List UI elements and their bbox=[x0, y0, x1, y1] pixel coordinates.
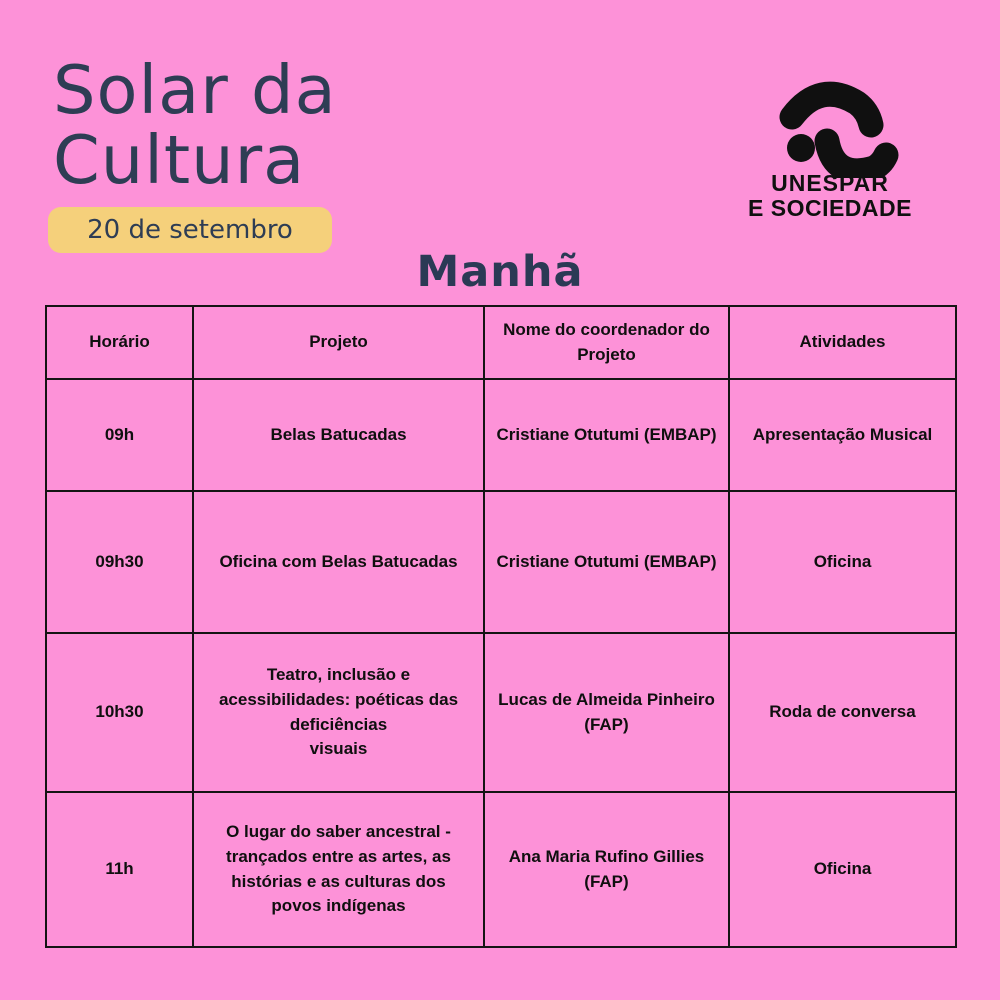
cell-projeto: O lugar do saber ancestral - trançados e… bbox=[192, 791, 485, 948]
unespar-logo-icon bbox=[779, 81, 899, 178]
section-title: Manhã bbox=[416, 247, 584, 297]
column-header-projeto: Projeto bbox=[192, 305, 485, 380]
page-title: Solar da Cultura bbox=[53, 51, 337, 200]
column-header-atividades: Atividades bbox=[728, 305, 957, 380]
table-row: 09h30 Oficina com Belas Batucadas Cristi… bbox=[45, 490, 957, 634]
schedule-table: Horário Projeto Nome do coordenador do P… bbox=[45, 305, 957, 948]
cell-projeto: Teatro, inclusão e acessibilidades: poét… bbox=[192, 632, 485, 793]
cell-projeto: Oficina com Belas Batucadas bbox=[192, 490, 485, 634]
table-row: 10h30 Teatro, inclusão e acessibilidades… bbox=[45, 632, 957, 793]
unespar-logo-text: UNESPAR E SOCIEDADE bbox=[735, 172, 925, 220]
date-badge: 20 de setembro bbox=[48, 207, 332, 253]
cell-horario: 09h bbox=[45, 378, 194, 492]
column-header-horario: Horário bbox=[45, 305, 194, 380]
column-header-coordenador: Nome do coordenador do Projeto bbox=[483, 305, 730, 380]
cell-horario: 11h bbox=[45, 791, 194, 948]
cell-horario: 09h30 bbox=[45, 490, 194, 634]
cell-coordenador: Lucas de Almeida Pinheiro (FAP) bbox=[483, 632, 730, 793]
logo-line-unespar: UNESPAR bbox=[771, 170, 889, 196]
logo-line-sociedade: E SOCIEDADE bbox=[748, 195, 912, 221]
cell-atividades: Oficina bbox=[728, 791, 957, 948]
table-row: 11h O lugar do saber ancestral - trançad… bbox=[45, 791, 957, 948]
date-badge-label: 20 de setembro bbox=[87, 215, 293, 245]
cell-projeto: Belas Batucadas bbox=[192, 378, 485, 492]
table-row: 09h Belas Batucadas Cristiane Otutumi (E… bbox=[45, 378, 957, 492]
cell-coordenador: Cristiane Otutumi (EMBAP) bbox=[483, 490, 730, 634]
cell-atividades: Apresentação Musical bbox=[728, 378, 957, 492]
table-header-row: Horário Projeto Nome do coordenador do P… bbox=[45, 305, 957, 380]
cell-horario: 10h30 bbox=[45, 632, 194, 793]
cell-atividades: Roda de conversa bbox=[728, 632, 957, 793]
cell-atividades: Oficina bbox=[728, 490, 957, 634]
cell-coordenador: Ana Maria Rufino Gillies (FAP) bbox=[483, 791, 730, 948]
cell-coordenador: Cristiane Otutumi (EMBAP) bbox=[483, 378, 730, 492]
